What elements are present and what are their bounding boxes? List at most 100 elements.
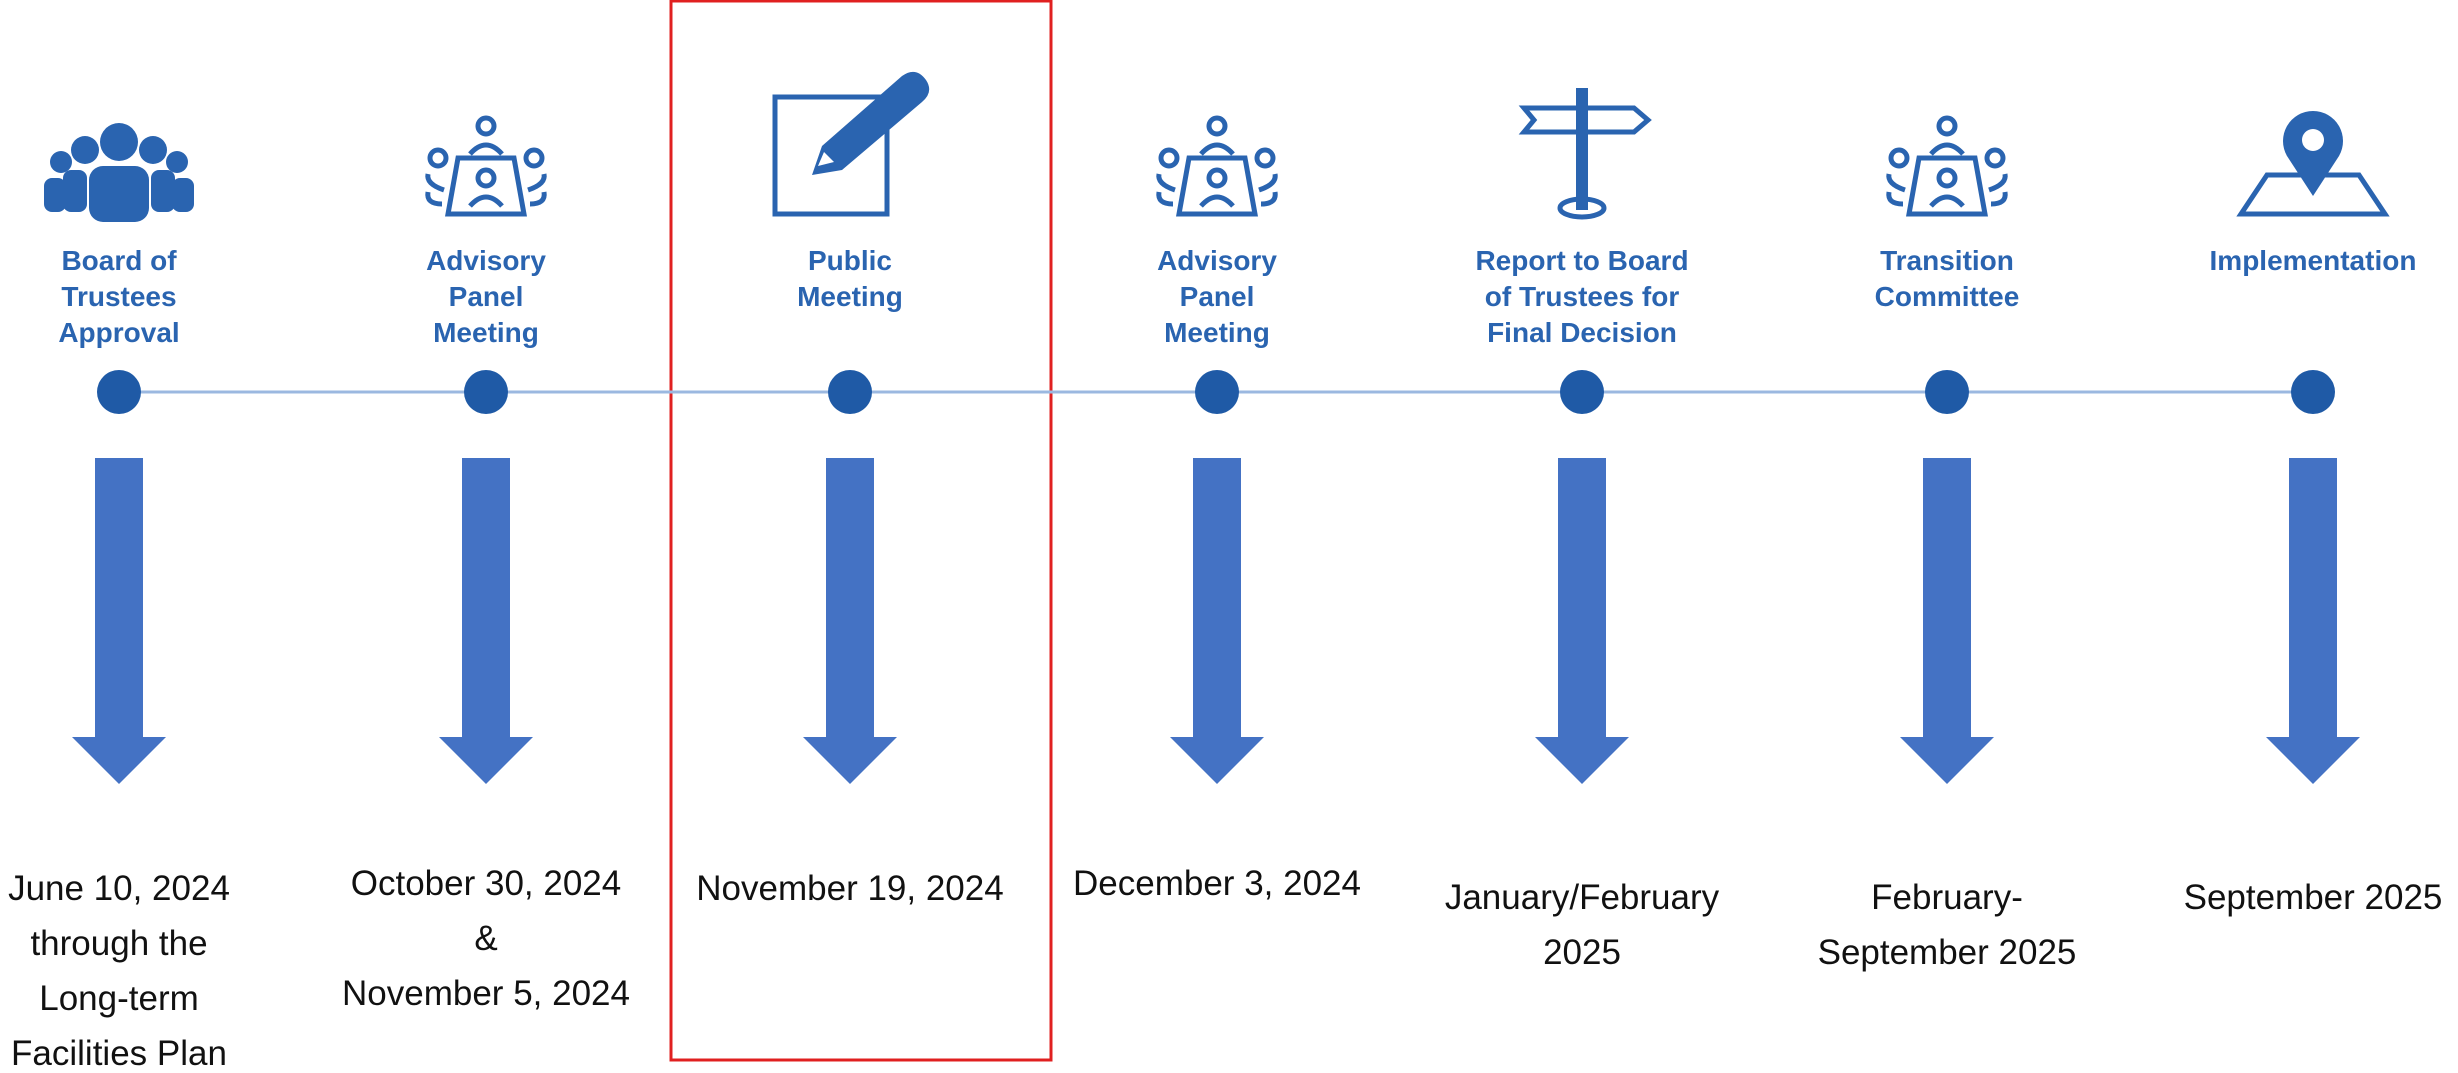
- icon-part: [1576, 88, 1588, 210]
- icon-part: [475, 115, 497, 137]
- step-title: Meeting: [433, 317, 539, 348]
- icon: [2236, 111, 2390, 217]
- step-date: November 19, 2024: [696, 869, 1003, 908]
- arrow: [1535, 458, 1629, 784]
- icon-part: [1929, 194, 1965, 208]
- step: Public Meeting November 19, 2024: [696, 71, 1004, 908]
- step-title: Trustees: [61, 281, 176, 312]
- icon-part: [1258, 173, 1278, 207]
- step-title: Advisory: [426, 245, 546, 276]
- timeline-dot: [97, 370, 141, 414]
- icon-part: [1929, 142, 1965, 156]
- timeline-dot: [1560, 370, 1604, 414]
- icon-part: [1936, 167, 1958, 189]
- arrow: [1170, 458, 1264, 784]
- step-date: January/February: [1445, 878, 1720, 917]
- icon-part: [2236, 172, 2390, 217]
- highlight-box: [669, 0, 1053, 1062]
- icon-part: [1206, 115, 1228, 137]
- icon: [1156, 115, 1278, 217]
- icon-part: [445, 155, 527, 217]
- icon-part: [151, 170, 175, 212]
- step-title: Advisory: [1157, 245, 1277, 276]
- icon: [1518, 88, 1652, 220]
- step-title: Public: [808, 245, 892, 276]
- icon-part: [139, 136, 167, 164]
- arrow: [72, 458, 166, 784]
- step-date: February-: [1871, 878, 2023, 917]
- icon-part: [1906, 155, 1988, 217]
- step: Implementation September 2025: [2184, 111, 2443, 917]
- step-date: September 2025: [2184, 878, 2443, 917]
- icon-part: [468, 194, 504, 208]
- icon-part: [527, 173, 547, 207]
- step: Transition Committee February- September 20…: [1818, 115, 2076, 972]
- icon-part: [50, 151, 72, 173]
- step-title: Meeting: [797, 281, 903, 312]
- icon-part: [1156, 173, 1176, 207]
- step-date: November 5, 2024: [342, 974, 630, 1013]
- icon-part: [523, 147, 545, 169]
- icon: [772, 71, 930, 217]
- icon-part: [44, 178, 66, 212]
- step: Board of Trustees Approval June 10, 2024 thr…: [8, 123, 230, 1073]
- icon-part: [425, 173, 445, 207]
- step-date: June 10, 2024: [8, 869, 230, 908]
- step-title: Approval: [58, 317, 179, 348]
- step-title: Committee: [1875, 281, 2020, 312]
- icon-part: [1199, 194, 1235, 208]
- icon: [44, 123, 194, 222]
- icon-part: [1988, 173, 2008, 207]
- timeline-dot: [828, 370, 872, 414]
- step-date: Facilities Plan: [11, 1034, 227, 1073]
- icon-part: [1518, 105, 1652, 135]
- step-title: Implementation: [2210, 245, 2417, 276]
- step-title: Transition: [1880, 245, 2014, 276]
- icon-part: [172, 178, 194, 212]
- icon-part: [2302, 129, 2324, 151]
- icon: [425, 115, 547, 217]
- step-title: Panel: [1180, 281, 1255, 312]
- timeline-dot: [1925, 370, 1969, 414]
- step-title: Board of: [61, 245, 177, 276]
- icon-part: [772, 94, 890, 217]
- arrow: [1900, 458, 1994, 784]
- arrow: [439, 458, 533, 784]
- step: Advisory Panel Meeting October 30, 2024 & Nov…: [342, 115, 630, 1013]
- step-title: of Trustees for: [1485, 281, 1680, 312]
- icon-part: [100, 123, 138, 161]
- arrow: [2266, 458, 2360, 784]
- icon-part: [2283, 111, 2343, 196]
- icon-part: [475, 167, 497, 189]
- step-date: 2025: [1543, 933, 1621, 972]
- icon-part: [812, 71, 930, 175]
- icon-part: [1199, 142, 1235, 156]
- icon-part: [63, 170, 87, 212]
- step-title: Report to Board: [1475, 245, 1688, 276]
- arrow: [803, 458, 897, 784]
- icon-part: [1886, 173, 1906, 207]
- icon-part: [1206, 167, 1228, 189]
- step-title: Meeting: [1164, 317, 1270, 348]
- step-date: December 3, 2024: [1073, 864, 1361, 903]
- icon-part: [1158, 147, 1180, 169]
- icon-part: [1888, 147, 1910, 169]
- step-date: through the: [30, 924, 207, 963]
- step: Report to Board of Trustees for Final Deci…: [1445, 88, 1720, 972]
- icon-part: [71, 136, 99, 164]
- icon-part: [89, 166, 149, 222]
- step-title: Final Decision: [1487, 317, 1677, 348]
- step-date: October 30, 2024: [351, 864, 621, 903]
- timeline-dot: [464, 370, 508, 414]
- step: Advisory Panel Meeting December 3, 2024: [1073, 115, 1361, 903]
- icon: [1886, 115, 2008, 217]
- step-title: Panel: [449, 281, 524, 312]
- timeline-dot: [2291, 370, 2335, 414]
- icon-part: [1254, 147, 1276, 169]
- step-date: Long-term: [39, 979, 199, 1018]
- icon-part: [1557, 196, 1607, 220]
- icon-part: [166, 151, 188, 173]
- icon-part: [1984, 147, 2006, 169]
- step-date: &: [474, 919, 497, 958]
